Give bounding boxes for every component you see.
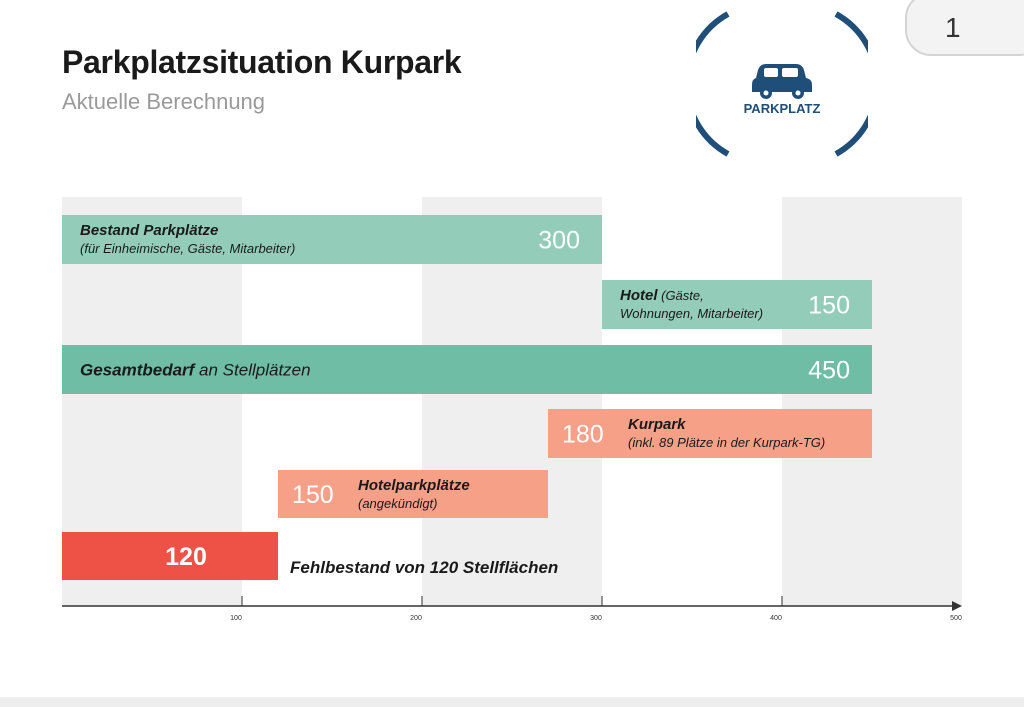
bottom-strip [0,697,1024,707]
bar-label-kurpark: Kurpark [628,416,686,433]
grid-band [782,197,962,606]
x-tick-label-200: 200 [410,615,422,622]
logo-label: PARKPLATZ [744,101,821,116]
page-number: 1 [945,12,961,43]
bar-label-bold-fehlbestand: Fehlbestand von 120 Stellflächen [290,558,558,577]
bar-value-kurpark: 180 [562,421,604,449]
bar-hotel [602,280,872,329]
bar-sublabel-hotelparkplaetze: (angekündigt) [358,496,438,511]
bar-label-gesamtbedarf: Gesamtbedarf an Stellplätzen [80,361,311,380]
bar-label-bestand: Bestand Parkplätze [80,222,218,239]
bar-value-gesamtbedarf: 450 [808,357,850,385]
bar-label-rest-gesamtbedarf: an Stellplätzen [194,361,310,380]
page-title: Parkplatzsituation Kurpark [62,44,462,80]
car-icon [752,64,812,99]
bar-sublabel-hotel: Wohnungen, Mitarbeiter) [620,306,763,321]
bar-label-bold-bestand: Bestand Parkplätze [80,222,218,239]
bar-kurpark [548,409,872,458]
logo-ring-left [696,11,730,157]
x-tick-label-400: 400 [770,615,782,622]
page-number-badge[interactable]: 1 [905,0,1024,56]
bar-hotelparkplaetze [278,470,548,518]
bar-bestand [62,215,602,264]
bar-label-bold-kurpark: Kurpark [628,416,686,433]
parkplatz-logo: PARKPLATZ [696,11,868,157]
bar-sublabel-bestand: (für Einheimische, Gäste, Mitarbeiter) [80,241,295,256]
bar-value-bestand: 300 [538,227,580,255]
x-tick-label-300: 300 [590,615,602,622]
bar-label-rest-hotel: (Gäste, [658,288,704,303]
bar-label-bold-hotel: Hotel [620,287,658,304]
page-subtitle: Aktuelle Berechnung [62,89,266,114]
logo-ring-right [834,11,868,157]
x-axis-arrow [952,601,962,611]
x-tick-label-100: 100 [230,615,242,622]
bar-label-hotelparkplaetze: Hotelparkplätze [358,477,470,494]
bar-label-fehlbestand: Fehlbestand von 120 Stellflächen [290,558,558,577]
x-tick-label-500: 500 [950,615,962,622]
bar-gesamtbedarf [62,345,872,394]
bar-label-bold-gesamtbedarf: Gesamtbedarf [80,361,197,380]
bar-sublabel-kurpark: (inkl. 89 Plätze in der Kurpark-TG) [628,435,825,450]
bar-value-fehlbestand: 120 [165,543,207,571]
bar-value-hotel: 150 [808,292,850,320]
bar-value-hotelparkplaetze: 150 [292,481,334,509]
bar-label-hotel: Hotel (Gäste, [620,287,704,304]
grid-band [422,197,602,606]
bar-fehlbestand [62,532,278,580]
bar-label-bold-hotelparkplaetze: Hotelparkplätze [358,477,470,494]
